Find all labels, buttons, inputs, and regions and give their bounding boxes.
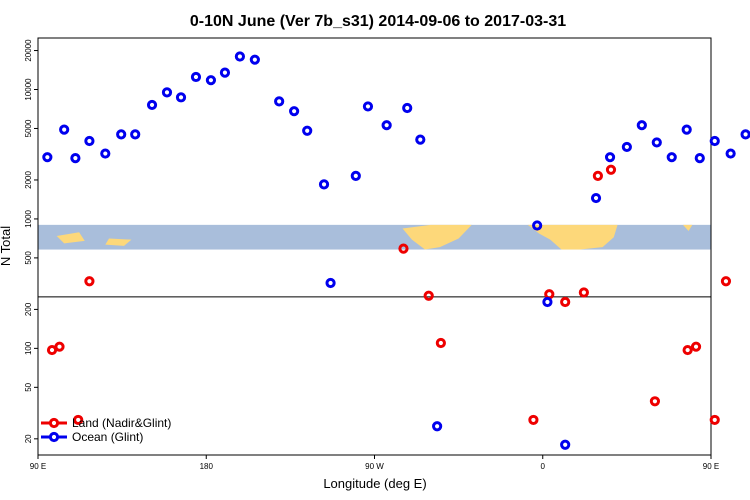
chart-title: 0-10N June (Ver 7b_s31) 2014-09-06 to 20… [190, 13, 566, 30]
data-points [42, 51, 750, 450]
data-point [649, 396, 661, 407]
landmass [730, 232, 750, 243]
data-point [234, 51, 245, 62]
data-point [709, 135, 720, 147]
y-tick-label: 20000 [24, 39, 33, 62]
landmass [682, 224, 693, 232]
y-tick-label: 200 [24, 302, 33, 316]
data-point [84, 276, 95, 287]
y-tick-label: 1000 [24, 209, 33, 227]
data-point [636, 120, 647, 131]
data-point [681, 124, 692, 135]
data-point [560, 439, 571, 450]
data-point [84, 135, 95, 147]
landmass [402, 224, 472, 250]
data-point [302, 125, 313, 136]
data-point [604, 152, 616, 163]
data-point [666, 152, 677, 163]
data-point [532, 220, 543, 231]
data-point [46, 344, 58, 356]
data-point [289, 106, 300, 117]
y-tick-label: 2000 [24, 171, 33, 189]
data-point [130, 129, 141, 140]
data-point [590, 192, 602, 204]
x-tick-label: 90 E [30, 462, 46, 471]
data-point [325, 277, 336, 289]
data-point [578, 287, 589, 298]
x-tick-label: 0 [541, 462, 546, 471]
x-axis-label: Longitude (deg E) [323, 476, 426, 491]
data-point [362, 101, 374, 112]
data-point [161, 87, 173, 98]
data-point [542, 296, 553, 308]
landmasses [56, 224, 750, 250]
data-point [694, 153, 705, 164]
data-point [740, 129, 750, 140]
legend-label: Land (Nadir&Glint) [72, 416, 171, 430]
world-map-band [38, 224, 750, 250]
data-point [560, 296, 571, 308]
y-tick-label: 20 [24, 434, 33, 443]
x-tick-label: 90 E [703, 462, 719, 471]
legend-marker [48, 417, 60, 429]
data-point [249, 54, 260, 65]
series-0 [46, 164, 732, 426]
y-axis-label: N Total [0, 226, 13, 266]
data-point [59, 124, 70, 135]
data-point [415, 134, 426, 145]
data-point [219, 67, 231, 78]
data-point [116, 129, 127, 140]
data-point [432, 421, 443, 432]
data-point [528, 414, 539, 426]
data-point [435, 337, 446, 349]
legend: Land (Nadir&Glint)Ocean (Glint) [41, 416, 171, 444]
data-point [190, 71, 202, 83]
legend-label: Ocean (Glint) [72, 430, 143, 444]
data-point [709, 414, 720, 426]
data-point [100, 148, 111, 159]
landmass [105, 238, 132, 246]
legend-marker [48, 431, 60, 443]
data-point [42, 152, 53, 163]
data-point [621, 141, 632, 153]
data-point [70, 153, 81, 164]
data-point [381, 120, 392, 131]
data-point [318, 179, 330, 190]
data-point [350, 170, 361, 182]
data-point [205, 75, 217, 86]
y-tick-label: 5000 [24, 119, 33, 137]
data-point [725, 148, 736, 159]
data-point [146, 99, 158, 111]
data-point [720, 276, 732, 287]
data-point [54, 341, 65, 352]
data-point [682, 344, 693, 356]
landmass [527, 224, 618, 250]
y-axis: 20 50 100 200 500 1000 2000 5000 10000 20000 [24, 39, 38, 443]
y-tick-label: 100 [24, 341, 33, 355]
x-tick-label: 180 [200, 462, 214, 471]
data-point [690, 341, 702, 352]
data-point [605, 164, 617, 175]
data-point [423, 290, 434, 301]
landmass [56, 232, 85, 244]
y-tick-label: 50 [24, 382, 33, 391]
series-1 [42, 51, 750, 450]
x-axis: 90 E 180 90 W 0 90 E [30, 455, 719, 471]
y-tick-label: 500 [24, 251, 33, 265]
x-tick-label: 90 W [365, 462, 384, 471]
data-point [274, 96, 285, 107]
y-tick-label: 10000 [24, 78, 33, 101]
data-point [398, 243, 409, 254]
data-point [544, 289, 555, 300]
data-point [175, 92, 187, 103]
data-point [73, 414, 84, 426]
data-point [592, 170, 603, 182]
data-point [651, 137, 662, 148]
data-point [402, 102, 413, 114]
